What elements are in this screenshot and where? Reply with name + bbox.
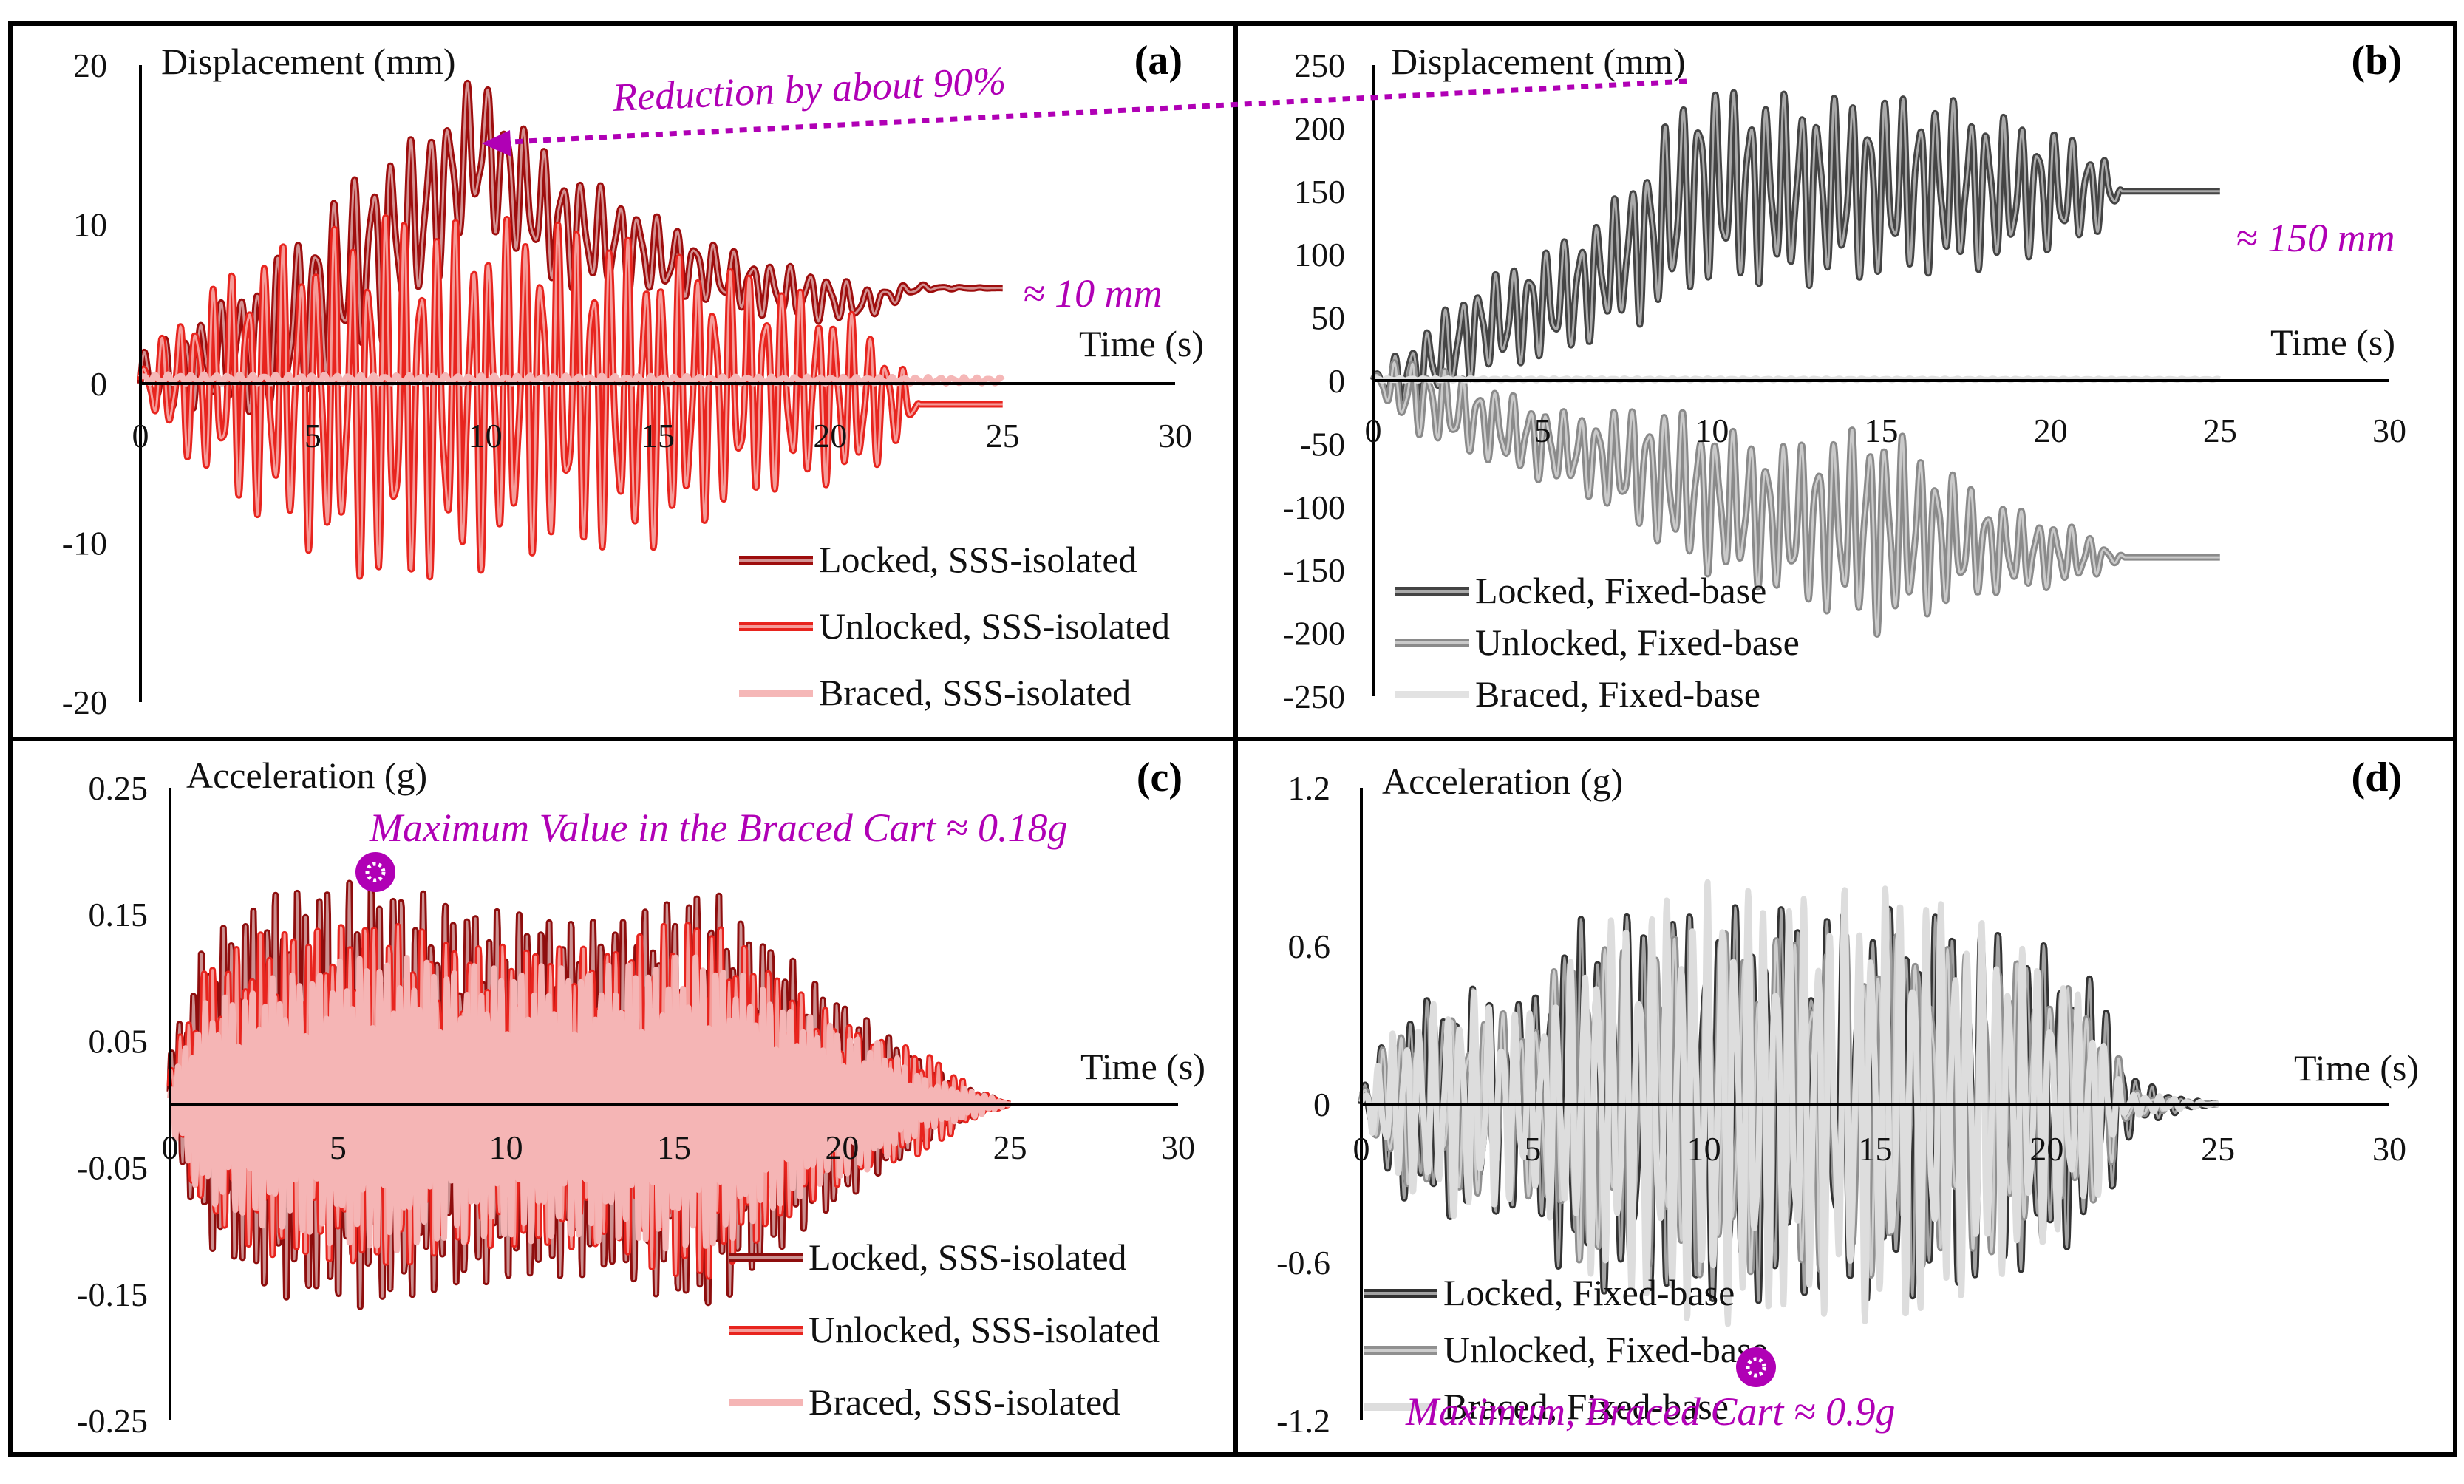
panel-b-letter: (b) (2352, 38, 2402, 84)
panel-b-ytick-label: 150 (1294, 173, 1345, 211)
panel-d-letter: (d) (2352, 755, 2402, 800)
panel-a: 20 10 0 -10 -20 0 5 10 15 20 25 30 Displacement (mm)… (62, 38, 1204, 721)
panel-b-ytick-label: -200 (1283, 615, 1345, 653)
panel-d-xtick-label: 5 (1524, 1130, 1541, 1168)
panel-b-xtick-label: 5 (1534, 412, 1551, 449)
panel-b-legend-label: Unlocked, Fixed-base (1475, 622, 1800, 663)
panel-a-xtick-label: 5 (304, 417, 321, 455)
panel-b-xtick-label: 10 (1695, 412, 1729, 449)
panel-a-ytick-label: 10 (73, 206, 107, 244)
panel-b-xtick-label: 20 (2034, 412, 2068, 449)
panel-d-ytick-label: 0 (1313, 1086, 1330, 1123)
panel-c-xtick-label: 15 (657, 1129, 691, 1166)
panel-b: 250 200 150 100 50 0 -50 -100 -150 -200 -250 0 5 10 15… (1283, 38, 2406, 715)
panel-d-ytick-label: -0.6 (1276, 1244, 1330, 1282)
panel-b-x-axis-label: Time (s) (2270, 321, 2395, 363)
panel-d-x-axis-label: Time (s) (2294, 1047, 2419, 1089)
panel-c-ytick-label: 0.15 (89, 896, 149, 933)
panel-a-xtick-label: 10 (469, 417, 503, 455)
panel-a-xtick-label: 25 (986, 417, 1020, 455)
panel-d-ytick-label: -1.2 (1276, 1402, 1330, 1440)
panel-c-legend-label: Unlocked, SSS-isolated (809, 1309, 1160, 1350)
panel-c-x-axis-label: Time (s) (1080, 1046, 1205, 1087)
panel-d-series-2-line (1360, 933, 2219, 1276)
panel-b-ytick-label: -50 (1300, 425, 1345, 463)
panel-b-ytick-label: 250 (1294, 47, 1345, 84)
reduction-arrow (496, 78, 1687, 146)
panel-a-series-2-line (139, 216, 1004, 579)
panel-c-y-axis-label: Acceleration (g) (186, 755, 427, 796)
panel-c-xtick-label: 0 (162, 1129, 179, 1166)
panel-a-ytick-label: 20 (73, 47, 107, 84)
panel-a-legend-label: Unlocked, SSS-isolated (819, 605, 1170, 647)
panel-c-max-annotation: Maximum Value in the Braced Cart ≈ 0.18g (369, 806, 1068, 850)
panel-b-series-2-line (1372, 361, 2221, 636)
panel-d-xtick-label: 15 (1859, 1130, 1893, 1168)
panel-a-xtick-label: 30 (1158, 417, 1192, 455)
panel-a-end-annotation: ≈ 10 mm (1023, 271, 1163, 316)
panel-c-ytick-label: 0.25 (89, 769, 149, 807)
panel-b-end-annotation: ≈ 150 mm (2236, 216, 2395, 260)
panel-b-ytick-label: -250 (1283, 678, 1345, 715)
panel-a-letter: (a) (1134, 38, 1182, 84)
panel-b-xtick-label: 0 (1365, 412, 1382, 449)
panel-d-xtick-label: 25 (2201, 1130, 2235, 1168)
panel-d-xtick-label: 10 (1687, 1130, 1721, 1168)
panel-a-legend-label: Braced, SSS-isolated (819, 672, 1131, 713)
panel-a-xtick-label: 20 (813, 417, 847, 455)
panel-a-ytick-label: -10 (62, 525, 107, 562)
panel-c-letter: (c) (1137, 755, 1182, 800)
panel-d-xtick-label: 20 (2029, 1130, 2063, 1168)
panel-d-xtick-label: 0 (1353, 1130, 1370, 1168)
panel-c-series-3-line (167, 954, 1013, 1253)
panel-c-ytick-label: -0.25 (77, 1402, 148, 1440)
panel-a-y-axis-label: Displacement (mm) (161, 41, 456, 82)
panel-b-ytick-label: -150 (1283, 551, 1345, 589)
panel-a-xtick-label: 0 (132, 417, 149, 455)
panel-b-ytick-label: 50 (1311, 299, 1345, 337)
panel-b-legend-label: Braced, Fixed-base (1475, 673, 1760, 715)
panel-c-xtick-label: 5 (330, 1129, 347, 1166)
panel-d: 1.2 0.6 0 -0.6 -1.2 0 5 10 15 20 25 30 Acceleration … (1276, 755, 2419, 1440)
panel-c-xtick-label: 10 (489, 1129, 523, 1166)
panel-a-xtick-label: 15 (641, 417, 675, 455)
panel-a-legend-label: Locked, SSS-isolated (819, 539, 1137, 580)
panel-c-xtick-label: 20 (825, 1129, 859, 1166)
panel-b-xtick-label: 30 (2372, 412, 2406, 449)
panel-b-xtick-label: 25 (2203, 412, 2237, 449)
panel-c-legend-label: Braced, SSS-isolated (809, 1381, 1120, 1423)
panel-d-legend-label: Unlocked, Fixed-base (1443, 1329, 1768, 1370)
panel-d-series-3-line (1358, 879, 2221, 1327)
panel-b-y-axis-label: Displacement (mm) (1391, 41, 1686, 82)
panel-b-ytick-label: 200 (1294, 109, 1345, 147)
panel-b-series-1-line (1372, 91, 2221, 411)
panel-d-y-axis-label: Acceleration (g) (1382, 760, 1623, 802)
panel-b-ytick-label: 100 (1294, 236, 1345, 273)
panel-c-legend-label: Locked, SSS-isolated (809, 1236, 1127, 1278)
panel-c-ytick-label: -0.05 (77, 1149, 148, 1187)
panel-d-ytick-label: 0.6 (1288, 928, 1331, 965)
panel-a-ytick-label: 0 (90, 365, 107, 403)
panel-d-ytick-label: 1.2 (1288, 769, 1331, 807)
panel-b-xtick-label: 15 (1865, 412, 1899, 449)
panel-c: 0.25 0.15 0.05 -0.05 -0.15 -0.25 0 5 10 15 20 25 30 A… (77, 755, 1205, 1440)
panel-d-legend-label: Braced, Fixed-base (1443, 1386, 1729, 1427)
panel-b-ytick-label: -100 (1283, 489, 1345, 526)
panel-c-xtick-label: 30 (1161, 1129, 1195, 1166)
panel-c-max-marker (355, 852, 395, 892)
panel-c-ytick-label: -0.15 (77, 1276, 148, 1313)
panel-a-x-axis-label: Time (s) (1079, 323, 1204, 364)
panel-c-ytick-label: 0.05 (89, 1022, 149, 1060)
panel-c-xtick-label: 25 (993, 1129, 1027, 1166)
panel-d-max-annotation: Maximum, Braced Cart ≈ 0.9g (1405, 1389, 1896, 1434)
panel-d-max-marker (1736, 1347, 1776, 1387)
panel-b-legend-label: Locked, Fixed-base (1475, 570, 1766, 611)
panel-d-legend-label: Locked, Fixed-base (1443, 1272, 1735, 1313)
reduction-arrowhead (482, 130, 511, 157)
panel-a-ytick-label: -20 (62, 684, 107, 721)
panel-d-xtick-label: 30 (2372, 1130, 2406, 1168)
panel-b-ytick-label: 0 (1328, 362, 1345, 400)
